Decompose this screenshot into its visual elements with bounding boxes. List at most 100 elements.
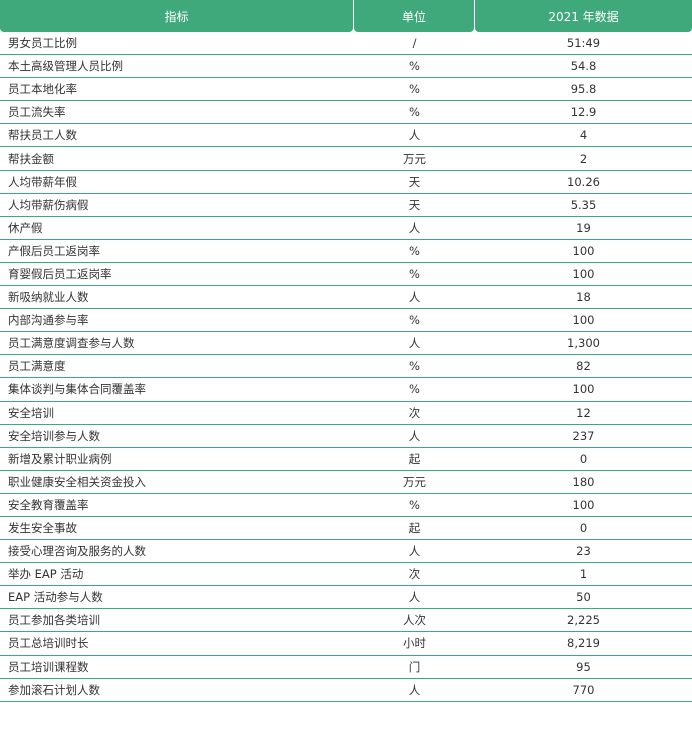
header-unit: 单位: [354, 0, 474, 32]
cell-indicator: 发生安全事故: [8, 521, 77, 536]
cell-unit: 人: [408, 290, 421, 305]
cell-indicator: 职业健康安全相关资金投入: [8, 474, 146, 489]
table-row: 男女员工比例 / 51:49: [0, 32, 692, 56]
cell-unit: 次: [408, 405, 421, 420]
cell-value: 237: [572, 428, 595, 443]
table-row: 参加滚石计划人数 人 770: [0, 679, 692, 702]
cell-indicator: 员工培训课程数: [8, 659, 89, 674]
cell-value: 10.26: [567, 174, 600, 189]
cell-unit: 起: [408, 521, 421, 536]
table-row: 新增及累计职业病例 起 0: [0, 448, 692, 471]
cell-indicator: EAP 活动参与人数: [8, 590, 103, 605]
table-row: 员工满意度% 82: [0, 355, 692, 379]
table-row: 员工参加各类培训 人次 2,225: [0, 609, 692, 633]
cell-indicator: 集体谈判与集体合同覆盖率: [8, 382, 146, 397]
cell-unit: 人: [408, 590, 421, 605]
cell-unit: %: [409, 59, 420, 74]
cell-indicator: 帮扶员工人数: [8, 128, 77, 143]
cell-unit: 万元: [403, 474, 426, 489]
cell-value: 18: [576, 290, 591, 305]
cell-value: 100: [572, 497, 595, 512]
cell-unit: %: [409, 82, 420, 97]
cell-value: 100: [572, 313, 595, 328]
cell-indicator: 新吸纳就业人数: [8, 290, 89, 305]
cell-unit: %: [409, 382, 420, 397]
table-header: 指标 单位 2021 年数据: [0, 0, 692, 32]
cell-value: 2: [579, 151, 588, 166]
cell-indicator: 举办 EAP 活动: [8, 567, 84, 582]
table-row: 接受心理咨询及服务的人数 人 23: [0, 540, 692, 564]
cell-unit: 人: [408, 220, 421, 235]
table-row: 产假后员工返岗率% 100: [0, 240, 692, 263]
cell-unit: 小时: [403, 636, 426, 651]
table-row: 职业健康安全相关资金投入 万元 180: [0, 471, 692, 494]
cell-indicator: 帮扶金额: [8, 151, 54, 166]
table-row: 安全培训 次 12: [0, 402, 692, 425]
table-row: 新吸纳就业人数 人 18: [0, 286, 692, 310]
cell-indicator: 新增及累计职业病例: [8, 451, 112, 466]
cell-value: 5.35: [570, 197, 597, 212]
header-indicator: 指标: [0, 0, 353, 32]
cell-value: 770: [572, 682, 595, 697]
cell-value: 8,219: [567, 636, 600, 651]
table-row: 本土高级管理人员比例% 54.8: [0, 55, 692, 79]
cell-value: 100: [572, 266, 595, 281]
cell-unit: 门: [408, 659, 421, 674]
cell-unit: 人: [408, 128, 421, 143]
cell-indicator: 育婴假后员工返岗率: [8, 266, 112, 281]
table-row: 举办 EAP 活动 次 1: [0, 563, 692, 587]
cell-unit: 万元: [403, 151, 426, 166]
cell-indicator: 安全教育覆盖率: [8, 497, 89, 512]
cell-unit: 人: [408, 682, 421, 697]
cell-value: 95.8: [570, 82, 597, 97]
cell-value: 1: [579, 567, 588, 582]
table-row: 员工流失率% 12.9: [0, 101, 692, 125]
cell-value: 1,300: [567, 336, 600, 351]
cell-indicator: 安全培训参与人数: [8, 428, 100, 443]
cell-indicator: 接受心理咨询及服务的人数: [8, 544, 146, 559]
cell-value: 4: [579, 128, 588, 143]
table-row: 员工培训课程数 门 95: [0, 656, 692, 679]
cell-value: 82: [576, 359, 591, 374]
table-row: 发生安全事故 起 0: [0, 517, 692, 541]
cell-indicator: 休产假: [8, 220, 43, 235]
table-row: 帮扶员工人数 人 4: [0, 124, 692, 148]
cell-unit: 人: [408, 428, 421, 443]
cell-value: 12.9: [570, 105, 597, 120]
cell-unit: %: [409, 359, 420, 374]
table-row: 人均带薪年假 天 10.26: [0, 171, 692, 194]
cell-value: 95: [576, 659, 591, 674]
table-body: 男女员工比例/51:49 本土高级管理人员比例% 54.8 员工本地化率% 95.8 员工…: [0, 32, 692, 702]
cell-indicator: 本土高级管理人员比例: [8, 59, 123, 74]
cell-indicator: 员工满意度: [8, 359, 66, 374]
cell-value: 12: [576, 405, 591, 420]
cell-unit: %: [409, 313, 420, 328]
cell-value: 19: [576, 220, 591, 235]
cell-indicator: 内部沟通参与率: [8, 313, 89, 328]
cell-value: 54.8: [570, 59, 597, 74]
data-table: 指标 单位 2021 年数据 男女员工比例 / 51:49 本土高级管理人员比例% 54…: [0, 0, 692, 702]
cell-indicator: 员工流失率: [8, 105, 66, 120]
cell-value: 180: [572, 474, 595, 489]
cell-indicator: 人均带薪伤病假: [8, 197, 89, 212]
cell-value: 100: [572, 243, 595, 258]
cell-indicator: 参加滚石计划人数: [8, 682, 100, 697]
cell-indicator: 安全培训: [8, 405, 54, 420]
table-row: 员工总培训时长 小时 8,219: [0, 632, 692, 656]
cell-unit: 人: [408, 544, 421, 559]
table-row: 帮扶金额 万元 2: [0, 147, 692, 171]
cell-indicator: 员工本地化率: [8, 82, 77, 97]
table-row: 人均带薪伤病假 天 5.35: [0, 194, 692, 217]
cell-unit: %: [409, 243, 420, 258]
cell-unit: 人次: [403, 613, 426, 628]
cell-value: 0: [579, 521, 588, 536]
cell-indicator: 员工总培训时长: [8, 636, 89, 651]
cell-unit: /: [412, 36, 417, 51]
table-row: 员工本地化率% 95.8: [0, 78, 692, 102]
table-row: 集体谈判与集体合同覆盖率% 100: [0, 378, 692, 402]
cell-unit: 天: [408, 197, 421, 212]
cell-unit: 天: [408, 174, 421, 189]
table-row: EAP 活动参与人数 人 50: [0, 586, 692, 610]
table-row: 员工满意度调查参与人数 人 1,300: [0, 332, 692, 356]
cell-value: 100: [572, 382, 595, 397]
